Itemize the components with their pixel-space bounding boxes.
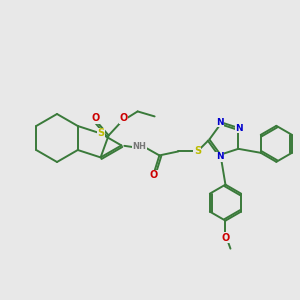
Text: N: N — [216, 118, 223, 127]
Text: O: O — [119, 113, 128, 123]
Text: N: N — [236, 124, 243, 133]
Text: S: S — [97, 128, 104, 138]
Text: O: O — [221, 232, 230, 243]
Text: O: O — [149, 170, 158, 180]
Text: N: N — [216, 152, 223, 161]
Text: O: O — [92, 113, 100, 123]
Text: S: S — [194, 146, 201, 156]
Text: NH: NH — [133, 142, 146, 151]
